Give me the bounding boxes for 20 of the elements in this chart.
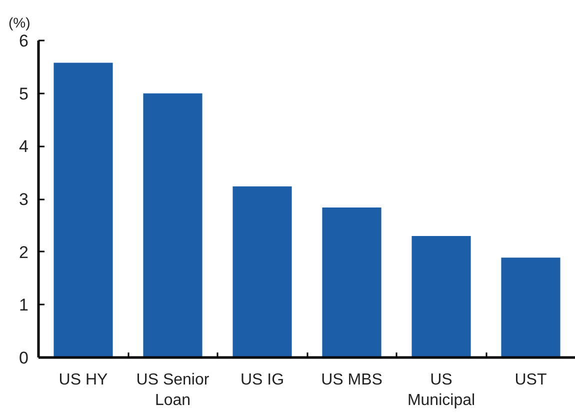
- bar: [232, 186, 292, 358]
- y-tick-label: 4: [19, 137, 29, 156]
- y-tick-label: 2: [19, 242, 29, 262]
- bar: [143, 93, 202, 358]
- x-tick-label: US HY: [58, 372, 108, 388]
- bar: [54, 62, 113, 358]
- bar: [322, 207, 382, 358]
- y-tick-label: 1: [19, 296, 29, 315]
- x-tick-label: US IG: [240, 372, 284, 388]
- y-tick-label: 0: [19, 348, 29, 368]
- bar: [501, 258, 560, 358]
- y-tick-label: 3: [19, 190, 29, 209]
- x-tick-label: US Senior Loan: [136, 372, 210, 409]
- x-tick-label: US Municipal: [407, 372, 476, 409]
- x-tick-label: US MBS: [321, 372, 382, 388]
- y-tick-label: 6: [19, 32, 29, 50]
- x-tick-label: UST: [514, 372, 547, 388]
- y-tick-label: 5: [19, 84, 29, 104]
- y-axis-title: (%): [8, 14, 30, 30]
- bar: [412, 236, 471, 358]
